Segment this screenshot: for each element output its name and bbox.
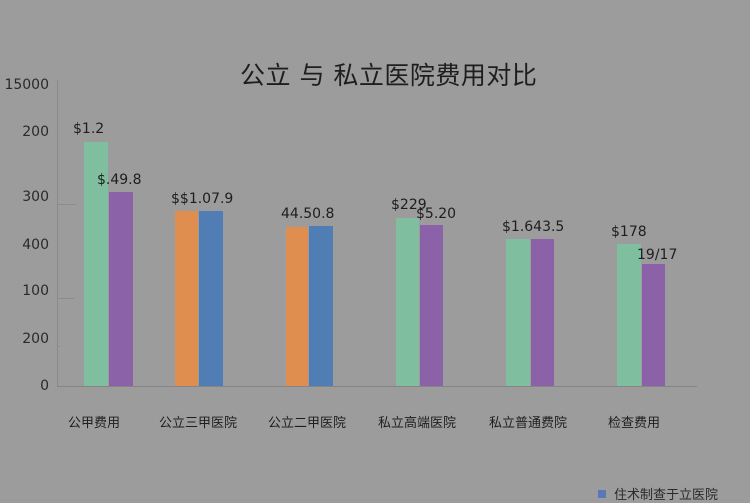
- legend-swatch: [598, 489, 606, 498]
- x-category-label: 公立二甲医院: [267, 416, 347, 431]
- bar: [531, 239, 554, 386]
- bar-value-label: $178: [611, 224, 647, 240]
- legend-label: 住术制查于立医院: [614, 488, 719, 503]
- bar: [506, 239, 530, 386]
- legend: 住术制查于立医院: [598, 484, 718, 503]
- y-tick-mark: [58, 346, 60, 347]
- bar-value-label: $1.2: [73, 121, 105, 137]
- bar-value-label: 19/17: [637, 247, 678, 263]
- chart-title: 公立 与 私立医院费用对比: [240, 61, 538, 90]
- y-tick-mark: [58, 298, 74, 299]
- y-tick-label: 100: [22, 283, 49, 299]
- y-tick-label: 200: [22, 124, 49, 140]
- bar: [109, 192, 133, 386]
- bar: [199, 211, 223, 386]
- bar-value-label: 44.50.8: [281, 206, 335, 222]
- bar: [286, 227, 308, 386]
- bar-value-label: $.49.8: [97, 172, 142, 188]
- bar: [420, 225, 443, 386]
- x-category-label: 检查费用: [607, 416, 661, 431]
- y-tick-label: 400: [22, 237, 49, 253]
- bar-value-label: $$1.07.9: [171, 191, 234, 207]
- bar: [84, 142, 108, 386]
- bar-value-label: $229: [391, 197, 427, 213]
- y-tick-label: 15000: [4, 77, 49, 93]
- bar-value-label: $1.643.5: [502, 219, 565, 235]
- y-tick-label: 0: [40, 378, 49, 394]
- y-tick-label: 300: [22, 189, 49, 205]
- x-category-label: 公甲费用: [67, 416, 121, 431]
- x-category-label: 私立高端医院: [377, 416, 457, 431]
- x-category-label: 公立三甲医院: [158, 416, 238, 431]
- bar: [309, 226, 333, 386]
- y-tick-label: 200: [22, 331, 49, 347]
- x-category-label: 私立普通费院: [488, 416, 568, 431]
- y-axis-line: [57, 80, 58, 387]
- y-tick-mark: [58, 204, 76, 205]
- bar: [617, 244, 641, 386]
- x-axis-line: [57, 386, 697, 387]
- bar: [175, 211, 198, 386]
- bar-value-label: $5.20: [416, 206, 457, 222]
- bar: [396, 218, 419, 386]
- bar: [642, 264, 665, 386]
